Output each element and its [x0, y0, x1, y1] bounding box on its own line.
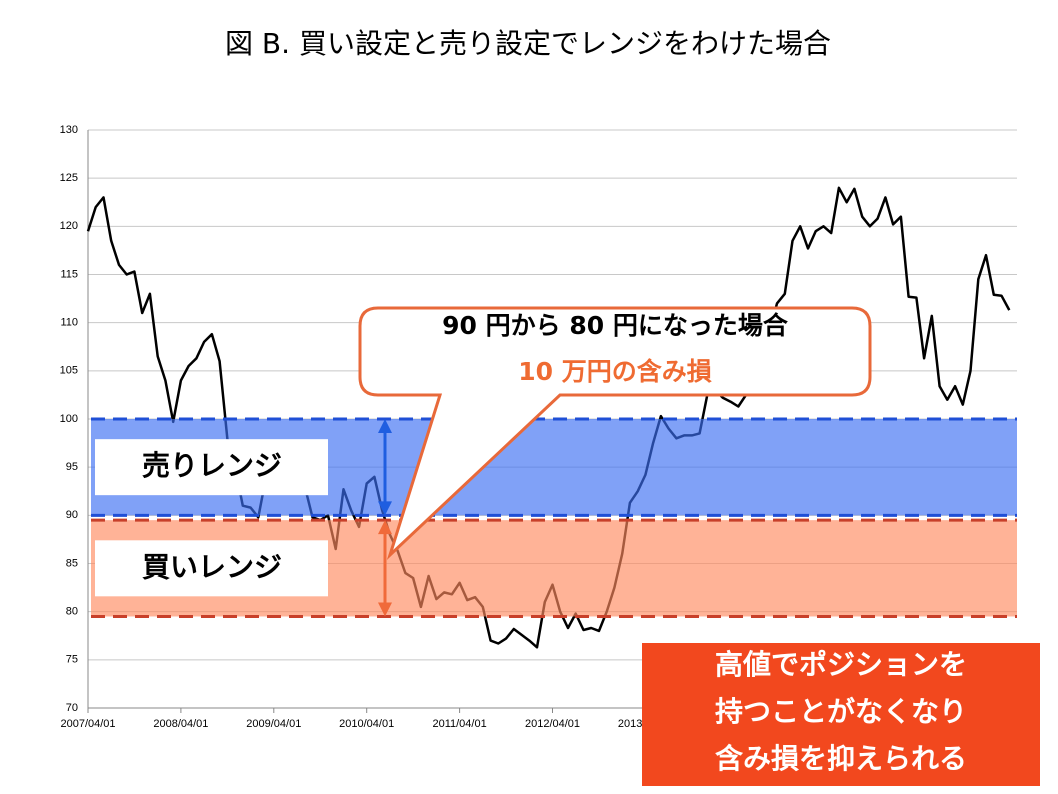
callout-text: 90 円から 80 円になった場合 [442, 311, 789, 340]
y-tick-label: 125 [60, 172, 78, 184]
callout-text: 10 万円の含み損 [518, 357, 712, 386]
y-tick-label: 100 [60, 413, 78, 425]
y-tick-label: 85 [66, 557, 78, 569]
y-tick-label: 75 [66, 654, 78, 666]
x-tick-label: 2008/04/01 [153, 718, 208, 730]
y-tick-label: 80 [66, 606, 78, 618]
x-tick-label: 2012/04/01 [525, 718, 580, 730]
arrow-head [378, 501, 392, 516]
arrow-head [378, 602, 392, 617]
chart-title: 図 B. 買い設定と売り設定でレンジをわけた場合 [225, 27, 831, 60]
label-box [95, 439, 328, 496]
y-tick-label: 115 [60, 268, 78, 280]
note-text: 持つことがなくなり [715, 695, 967, 728]
y-tick-label: 95 [66, 461, 78, 473]
range-label: 売りレンジ [142, 449, 282, 482]
arrow-head [378, 419, 392, 433]
note-text: 高値でポジションを [715, 648, 967, 681]
note-box [642, 643, 1040, 786]
range-label: 買いレンジ [142, 550, 282, 583]
x-tick-label: 2011/04/01 [432, 718, 486, 730]
note-text: 含み損を抑えられる [715, 742, 967, 775]
label-box [95, 540, 328, 597]
x-tick-label: 2009/04/01 [246, 718, 301, 730]
y-tick-label: 90 [66, 509, 78, 521]
y-tick-label: 105 [60, 365, 78, 377]
arrow-head [378, 520, 392, 535]
callout-bubble [358, 306, 872, 561]
y-tick-label: 70 [66, 702, 78, 714]
y-tick-label: 120 [60, 220, 78, 232]
y-tick-label: 110 [60, 317, 78, 329]
y-tick-label: 130 [60, 124, 78, 136]
x-tick-label: 2010/04/01 [339, 718, 394, 730]
x-tick-label: 2007/04/01 [60, 718, 115, 730]
